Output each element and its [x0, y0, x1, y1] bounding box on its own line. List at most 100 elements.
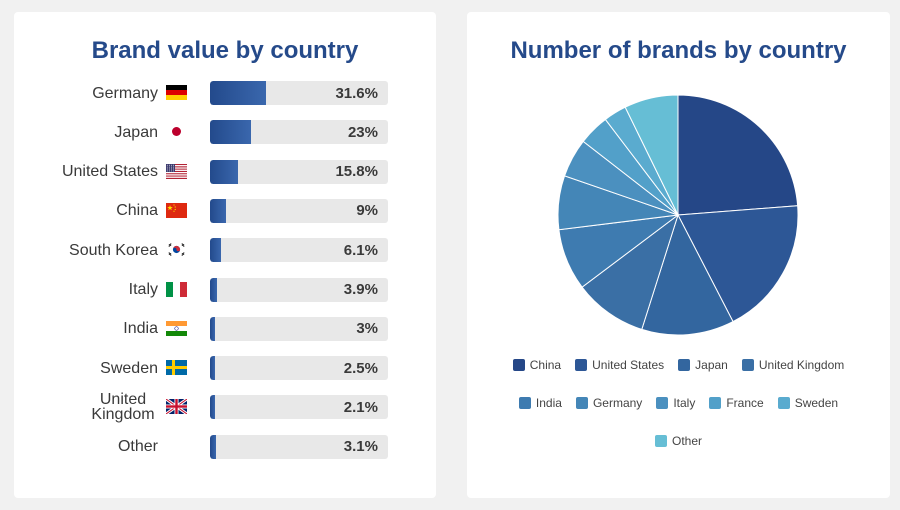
united-states-flag-icon	[166, 163, 187, 179]
bar	[210, 120, 251, 145]
legend-swatch	[575, 359, 588, 371]
sweden-flag-icon	[166, 360, 187, 376]
bar-row: China 9%	[14, 198, 436, 223]
bar-row: South Korea 6.1%	[14, 238, 436, 263]
italy-flag-icon	[166, 281, 187, 297]
pie-slice	[641, 213, 734, 336]
bar-row: Other 3.1%	[14, 434, 436, 459]
chart-title: Brand value by country	[91, 37, 359, 64]
legend-label: Germany	[592, 396, 643, 410]
bar-value-label: 23%	[347, 123, 378, 141]
bar-row: India 3%	[14, 316, 436, 341]
bar-track: 2.1%	[210, 395, 388, 420]
bar-track: 3.1%	[210, 434, 388, 459]
bar-category-label: United States	[61, 163, 158, 181]
bar	[210, 159, 239, 184]
bar-category-label: India	[123, 320, 158, 338]
legend-label: Japan	[695, 358, 728, 372]
legend-label: France	[726, 396, 764, 410]
bar-value-label: 3.1%	[343, 438, 378, 456]
bar-category-label: Sweden	[100, 359, 158, 377]
bar-value-label: 3%	[356, 320, 378, 338]
pie-slice	[624, 94, 679, 216]
legend-label: United Kingdom	[758, 358, 845, 372]
bar-row: Sweden 2.5%	[14, 356, 436, 381]
bar	[210, 356, 215, 381]
pie-slice	[677, 205, 799, 323]
chart-title: Number of brands by country	[510, 37, 847, 64]
bar	[210, 316, 216, 341]
bar	[210, 238, 221, 263]
bar-value-label: 6.1%	[343, 241, 378, 259]
bar-value-label: 2.5%	[343, 359, 378, 377]
germany-flag-icon	[166, 85, 187, 100]
legend-swatch	[654, 435, 667, 447]
legend-item: India	[518, 396, 562, 410]
bar-value-label: 9%	[356, 202, 378, 220]
legend-swatch	[709, 397, 722, 409]
bar-category-label: South Korea	[69, 241, 158, 259]
bar	[210, 434, 216, 459]
bar-track: 31.6%	[210, 81, 388, 105]
bar-category-label: China	[116, 202, 158, 220]
legend-label: United States	[592, 358, 665, 372]
legend-item: China	[512, 358, 562, 372]
legend-swatch	[518, 397, 531, 409]
bar	[210, 81, 267, 105]
brand-value-card: Brand value by country Germany 31.6% Japan…	[14, 12, 436, 498]
bar-track: 2.5%	[210, 356, 388, 381]
bar-value-label: 15.8%	[335, 163, 378, 181]
bar-track: 3%	[210, 316, 388, 341]
bar	[210, 198, 227, 223]
bar-row: Italy 3.9%	[14, 277, 436, 302]
united-kingdom-flag-icon	[165, 398, 188, 416]
bar-value-label: 2.1%	[343, 398, 378, 416]
india-flag-icon	[166, 320, 187, 336]
bar-row: United States 15.8%	[14, 159, 436, 184]
bar-track: 6.1%	[210, 238, 388, 263]
legend-item: Japan	[678, 358, 728, 372]
legend-item: Other	[654, 434, 702, 448]
legend-item: France	[709, 396, 764, 410]
legend-label: China	[529, 358, 562, 372]
bar	[210, 395, 215, 420]
pie-chart	[557, 94, 799, 336]
bar-row: Japan 23%	[14, 120, 436, 145]
bar-category-label: Germany	[92, 84, 158, 102]
japan-flag-icon	[166, 124, 187, 140]
legend-swatch	[777, 397, 790, 409]
brand-count-card: Number of brands by country China United …	[467, 12, 890, 498]
legend-swatch	[741, 359, 754, 371]
bar-row: United Kingdom 2.1%	[14, 391, 436, 424]
bar-track: 3.9%	[210, 277, 388, 302]
legend-swatch	[512, 359, 525, 371]
bar	[210, 277, 217, 302]
legend-swatch	[678, 359, 691, 371]
bar-value-label: 31.6%	[335, 84, 378, 102]
bar-row: Germany 31.6%	[14, 81, 436, 105]
south-korea-flag-icon	[166, 242, 187, 258]
legend: China United States Japan United Kingdom Ind…	[487, 358, 870, 448]
legend-label: Other	[671, 434, 702, 448]
legend-item: United States	[575, 358, 664, 372]
bar-category-label: United Kingdom	[91, 391, 155, 424]
legend-item: United Kingdom	[741, 358, 845, 372]
bar-category-label: Other	[117, 438, 158, 456]
bar-track: 9%	[210, 198, 388, 223]
pie-slice	[677, 94, 799, 216]
bar-track: 23%	[210, 120, 388, 145]
pie-slice	[581, 213, 679, 331]
legend-item: Italy	[656, 396, 695, 410]
legend-label: Sweden	[794, 396, 839, 410]
bar-track: 15.8%	[210, 159, 388, 184]
legend-item: Sweden	[777, 396, 839, 410]
legend-label: India	[535, 396, 562, 410]
legend-swatch	[575, 397, 588, 409]
bar-category-label: Japan	[114, 123, 158, 141]
bar-value-label: 3.9%	[343, 281, 378, 298]
bar-category-label: Italy	[128, 281, 158, 298]
legend-label: Italy	[673, 396, 696, 410]
legend-swatch	[656, 397, 669, 409]
legend-item: Germany	[575, 396, 643, 410]
china-flag-icon	[166, 202, 187, 218]
